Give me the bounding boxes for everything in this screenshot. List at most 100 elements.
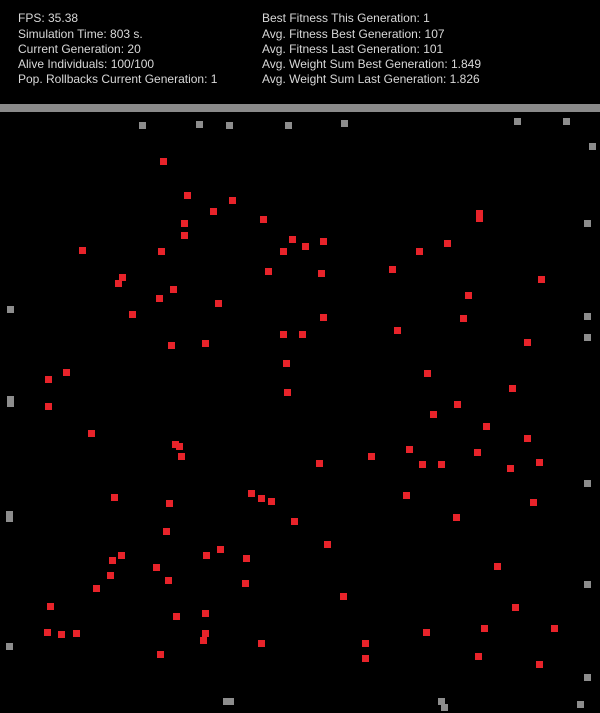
obstacle-6 — [563, 118, 570, 125]
simulation-time-readout: Simulation Time: 803 s. — [18, 27, 143, 41]
agent-43 — [483, 423, 490, 430]
agent-10 — [280, 248, 287, 255]
obstacle-1 — [196, 121, 203, 128]
agent-44 — [88, 430, 95, 437]
agent-82 — [202, 610, 209, 617]
obstacle-2 — [226, 122, 233, 129]
fps-readout: FPS: 35.38 — [18, 11, 79, 25]
agent-50 — [368, 453, 375, 460]
agent-54 — [438, 461, 445, 468]
agent-45 — [524, 435, 531, 442]
agent-70 — [153, 564, 160, 571]
agent-53 — [419, 461, 426, 468]
agent-36 — [45, 376, 52, 383]
agent-46 — [172, 441, 179, 448]
agent-92 — [551, 625, 558, 632]
agent-78 — [494, 563, 501, 570]
agent-62 — [530, 499, 537, 506]
agent-76 — [93, 585, 100, 592]
current-generation-readout: Current Generation: 20 — [18, 42, 141, 56]
agent-13 — [416, 248, 423, 255]
agent-79 — [340, 593, 347, 600]
agent-19 — [389, 266, 396, 273]
obstacle-7 — [589, 143, 596, 150]
agent-81 — [173, 613, 180, 620]
agent-25 — [129, 311, 136, 318]
rollbacks-readout: Pop. Rollbacks Current Generation: 1 — [18, 72, 218, 86]
agent-22 — [170, 286, 177, 293]
avg-weight-best-readout: Avg. Weight Sum Best Generation: 1.849 — [262, 57, 482, 71]
agent-67 — [324, 541, 331, 548]
agent-61 — [403, 492, 410, 499]
obstacle-8 — [584, 220, 591, 227]
agent-90 — [423, 629, 430, 636]
agent-31 — [168, 342, 175, 349]
agent-8 — [302, 243, 309, 250]
agent-71 — [203, 552, 210, 559]
agent-58 — [258, 495, 265, 502]
agent-30 — [394, 327, 401, 334]
agent-3 — [210, 208, 217, 215]
agent-38 — [284, 389, 291, 396]
agent-85 — [58, 631, 65, 638]
alive-individuals-readout: Alive Individuals: 100/100 — [18, 57, 155, 71]
agent-21 — [156, 295, 163, 302]
agent-60 — [111, 494, 118, 501]
agent-39 — [509, 385, 516, 392]
obstacle-9 — [7, 306, 14, 313]
agent-15 — [119, 274, 126, 281]
obstacle-24 — [577, 701, 584, 708]
agent-91 — [481, 625, 488, 632]
agent-93 — [362, 640, 369, 647]
world-top-border — [0, 104, 600, 112]
agent-48 — [178, 453, 185, 460]
best-fitness-readout: Best Fitness This Generation: 1 — [262, 11, 430, 25]
agent-64 — [291, 518, 298, 525]
agent-97 — [536, 661, 543, 668]
obstacle-3 — [285, 122, 292, 129]
obstacle-18 — [6, 643, 13, 650]
obstacle-14 — [584, 480, 591, 487]
agent-34 — [283, 360, 290, 367]
agent-42 — [430, 411, 437, 418]
agent-20 — [538, 276, 545, 283]
agent-57 — [248, 490, 255, 497]
agent-12 — [158, 248, 165, 255]
agent-72 — [217, 546, 224, 553]
agent-4 — [181, 220, 188, 227]
agent-23 — [215, 300, 222, 307]
agent-29 — [299, 331, 306, 338]
agent-7 — [289, 236, 296, 243]
agent-59 — [268, 498, 275, 505]
agent-5 — [181, 232, 188, 239]
agent-95 — [362, 655, 369, 662]
agent-51 — [474, 449, 481, 456]
agent-47 — [176, 443, 183, 450]
agent-88 — [200, 637, 207, 644]
agent-17 — [265, 268, 272, 275]
agent-6 — [260, 216, 267, 223]
obstacle-11 — [584, 334, 591, 341]
obstacle-19 — [584, 674, 591, 681]
agent-26 — [320, 314, 327, 321]
obstacle-13 — [7, 400, 14, 407]
agent-68 — [109, 557, 116, 564]
agent-35 — [63, 369, 70, 376]
agent-55 — [507, 465, 514, 472]
obstacle-16 — [6, 515, 13, 522]
agent-27 — [460, 315, 467, 322]
agent-77 — [242, 580, 249, 587]
avg-weight-last-readout: Avg. Weight Sum Last Generation: 1.826 — [262, 72, 480, 86]
agent-94 — [157, 651, 164, 658]
obstacle-20 — [223, 698, 230, 705]
agent-80 — [47, 603, 54, 610]
agent-41 — [454, 401, 461, 408]
agent-74 — [107, 572, 114, 579]
agent-84 — [44, 629, 51, 636]
agent-63 — [166, 500, 173, 507]
agent-9 — [320, 238, 327, 245]
agent-73 — [243, 555, 250, 562]
obstacle-17 — [584, 581, 591, 588]
agent-69 — [118, 552, 125, 559]
agent-1 — [184, 192, 191, 199]
